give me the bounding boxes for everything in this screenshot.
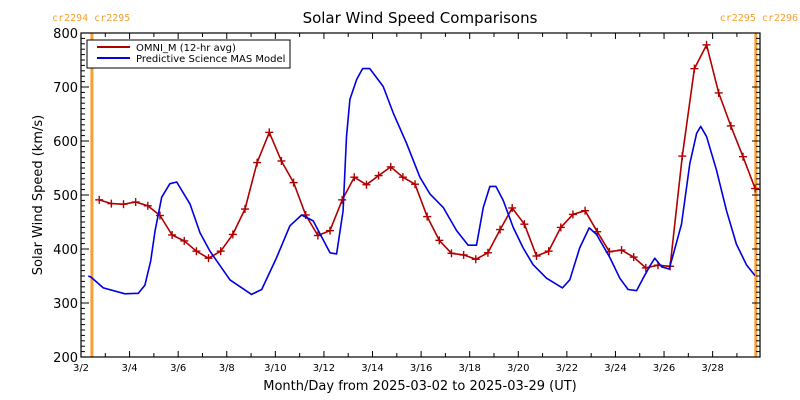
data-point-marker — [265, 128, 274, 137]
data-point-marker — [568, 210, 577, 219]
data-point-marker — [289, 178, 298, 187]
data-point-marker — [95, 195, 104, 204]
data-point-marker — [107, 199, 116, 208]
legend-label: OMNI_M (12-hr avg) — [136, 43, 236, 54]
chart-title: Solar Wind Speed Comparisons — [303, 9, 538, 27]
y-tick-label: 700 — [53, 81, 78, 96]
legend-label: Predictive Science MAS Model — [136, 54, 285, 65]
x-tick-label: 3/26 — [653, 363, 675, 374]
data-point-marker — [253, 158, 262, 167]
data-point-marker — [702, 40, 711, 49]
data-point-marker — [714, 88, 723, 97]
legend-box — [86, 39, 291, 69]
x-tick-label: 3/20 — [507, 363, 529, 374]
data-point-marker — [726, 121, 735, 130]
data-point-marker — [751, 184, 760, 193]
axes-layer: 200 300 400 500 600 700 800 3/2 3/4 3/6 3/8 3/10 3/1… — [53, 27, 761, 374]
data-point-marker — [277, 156, 286, 165]
data-point-marker — [629, 253, 638, 262]
y-tick-label: 200 — [53, 351, 78, 366]
data-point-marker — [447, 249, 456, 258]
x-tick-label: 3/12 — [313, 363, 335, 374]
data-point-marker — [544, 247, 553, 256]
data-point-marker — [180, 236, 189, 245]
data-point-marker — [228, 230, 237, 239]
y-tick-label: 400 — [53, 243, 78, 258]
data-point-marker — [386, 162, 395, 171]
data-point-marker — [204, 254, 213, 263]
data-point-marker — [459, 250, 468, 259]
x-tick-label: 3/8 — [219, 363, 235, 374]
x-tick-label: 3/2 — [73, 363, 89, 374]
data-point-marker — [240, 205, 249, 214]
x-tick-label: 3/16 — [410, 363, 432, 374]
data-point-marker — [483, 248, 492, 257]
data-point-marker — [617, 246, 626, 255]
y-tick-label: 800 — [53, 27, 78, 42]
data-point-marker — [216, 247, 225, 256]
data-point-marker — [423, 212, 432, 221]
data-point-marker — [326, 226, 335, 235]
data-point-marker — [131, 198, 140, 207]
data-point-marker — [119, 200, 128, 209]
data-point-marker — [690, 64, 699, 73]
data-point-marker — [581, 206, 590, 215]
data-point-marker — [143, 201, 152, 210]
data-point-marker — [338, 195, 347, 204]
x-tick-label: 3/22 — [556, 363, 578, 374]
x-tick-label: 3/14 — [361, 363, 383, 374]
data-point-marker — [532, 252, 541, 261]
x-tick-label: 3/10 — [264, 363, 286, 374]
data-point-marker — [411, 180, 420, 189]
data-point-marker — [556, 223, 565, 232]
data-point-marker — [362, 180, 371, 189]
data-point-marker — [678, 152, 687, 161]
x-axis-label: Month/Day from 2025-03-02 to 2025-03-29 … — [263, 379, 576, 394]
x-tick-label: 3/18 — [458, 363, 480, 374]
data-point-marker — [350, 173, 359, 182]
x-tick-label: 3/4 — [122, 363, 138, 374]
carrington-rotation-label: cr2295 cr2296 — [720, 13, 798, 24]
data-point-marker — [435, 236, 444, 245]
data-point-marker — [496, 225, 505, 234]
y-tick-label: 600 — [53, 135, 78, 150]
series-line-mas-model — [87, 67, 756, 296]
y-axis-label: Solar Wind Speed (km/s) — [31, 115, 46, 275]
y-tick-label: 500 — [53, 189, 78, 204]
data-point-marker — [471, 255, 480, 264]
data-point-marker — [738, 152, 747, 161]
data-point-marker — [508, 203, 517, 212]
y-tick-label: 300 — [53, 297, 78, 312]
x-tick-label: 3/24 — [604, 363, 626, 374]
x-tick-label: 3/28 — [701, 363, 723, 374]
series-layer — [87, 40, 760, 296]
data-point-marker — [398, 173, 407, 182]
x-tick-label: 3/6 — [170, 363, 186, 374]
data-point-marker — [192, 247, 201, 256]
data-point-marker — [168, 230, 177, 239]
legend: OMNI_M (12-hr avg)Predictive Science MAS… — [86, 39, 291, 69]
carrington-rotation-label: cr2294 cr2295 — [52, 13, 130, 24]
data-point-marker — [374, 171, 383, 180]
data-point-marker — [520, 220, 529, 229]
